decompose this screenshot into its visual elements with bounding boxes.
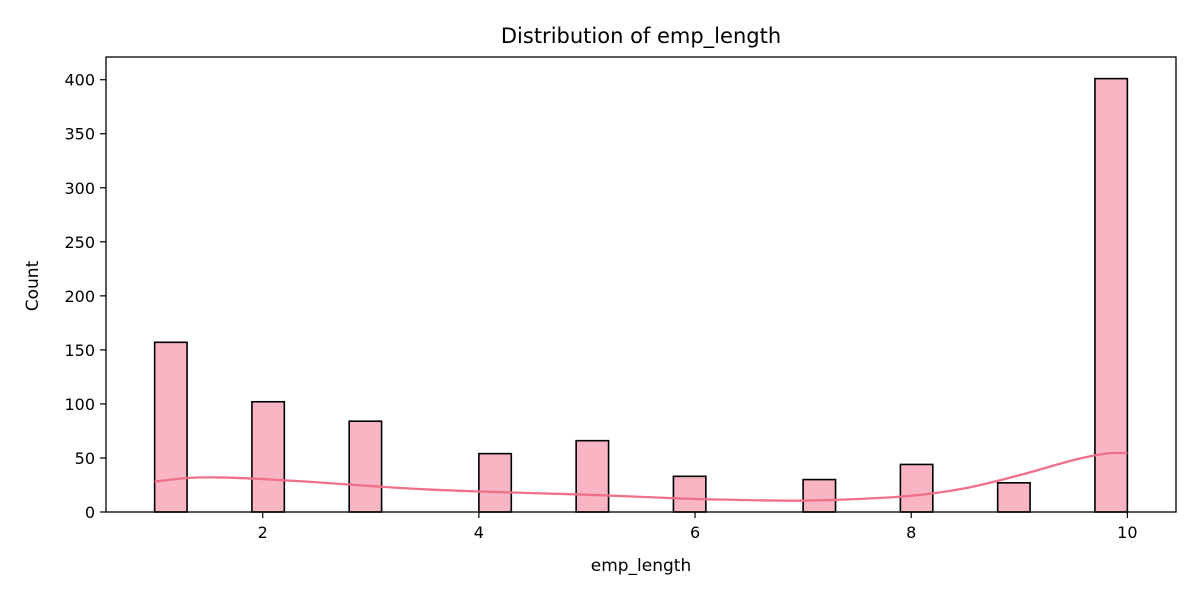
x-tick-label: 4 bbox=[474, 523, 484, 542]
y-tick-label: 150 bbox=[64, 341, 95, 360]
histogram-bar bbox=[996, 482, 1031, 513]
kde-line bbox=[154, 451, 1128, 502]
y-tick-label: 50 bbox=[75, 449, 95, 468]
histogram-bar bbox=[802, 478, 837, 513]
x-tick-label: 2 bbox=[258, 523, 268, 542]
histogram-bar bbox=[153, 341, 188, 513]
y-tick-label: 400 bbox=[64, 71, 95, 90]
y-tick-label: 250 bbox=[64, 233, 95, 252]
y-tick-label: 100 bbox=[64, 395, 95, 414]
plot-frame bbox=[105, 56, 1177, 513]
y-tick-label: 350 bbox=[64, 125, 95, 144]
histogram-bar bbox=[478, 452, 513, 513]
y-tick-label: 300 bbox=[64, 179, 95, 198]
kde-layer bbox=[154, 451, 1128, 502]
chart-title: Distribution of emp_length bbox=[501, 24, 781, 49]
y-tick-label: 200 bbox=[64, 287, 95, 306]
y-axis-label: Count bbox=[23, 260, 43, 311]
histogram-bar bbox=[575, 439, 610, 513]
x-tick-label: 10 bbox=[1117, 523, 1137, 542]
histogram-bar bbox=[899, 463, 934, 513]
y-tick-label: 0 bbox=[85, 503, 95, 522]
histogram-bar bbox=[251, 400, 286, 513]
x-axis-label: emp_length bbox=[591, 556, 692, 576]
histogram-bar bbox=[348, 420, 383, 513]
bars-layer bbox=[153, 77, 1129, 513]
x-tick-label: 6 bbox=[690, 523, 700, 542]
histogram-bar bbox=[1094, 77, 1129, 513]
x-tick-label: 8 bbox=[906, 523, 916, 542]
histogram-bar bbox=[672, 475, 707, 513]
